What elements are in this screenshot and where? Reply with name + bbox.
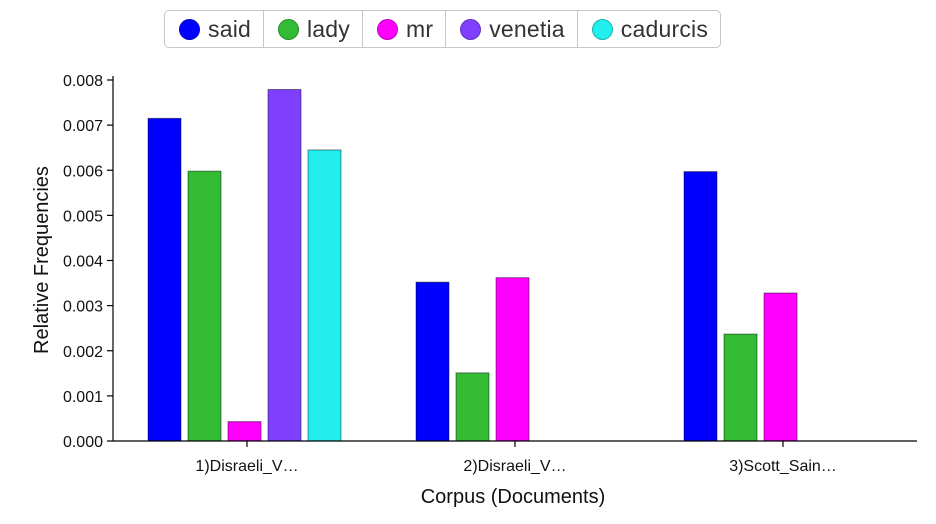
x-axis: 1)Disraeli_V… 2)Disraeli_V… 3)Scott_Sain… xyxy=(113,440,917,475)
legend-item-mr[interactable]: mr xyxy=(363,11,447,47)
bar-mr[interactable] xyxy=(227,421,262,442)
legend-label: lady xyxy=(307,15,350,42)
legend-swatch xyxy=(591,18,613,40)
legend: said lady mr venetia cadurcis xyxy=(164,10,722,48)
bar-venetia[interactable] xyxy=(267,88,302,442)
y-tick-label: 0.000 xyxy=(63,434,103,451)
legend-item-cadurcis[interactable]: cadurcis xyxy=(578,11,720,47)
legend-item-venetia[interactable]: venetia xyxy=(446,11,578,47)
y-tick-label: 0.004 xyxy=(63,254,103,271)
legend-label: said xyxy=(208,15,251,42)
legend-swatch xyxy=(377,18,398,40)
y-axis: 0.000 0.001 0.002 0.003 0.004 0.005 0.006 0.007… xyxy=(63,73,114,451)
bar-said[interactable] xyxy=(147,117,182,442)
y-tick-label: 0.005 xyxy=(63,208,103,225)
y-tick-label: 0.006 xyxy=(63,163,103,180)
y-tick-label: 0.003 xyxy=(63,299,103,316)
legend-item-said[interactable]: said xyxy=(165,11,264,47)
legend-label: mr xyxy=(406,15,434,42)
legend-label: cadurcis xyxy=(620,15,709,42)
bar-said[interactable] xyxy=(683,171,718,442)
y-tick-label: 0.007 xyxy=(63,118,103,135)
legend-swatch xyxy=(179,18,200,40)
bar-said[interactable] xyxy=(415,281,450,442)
bar-lady[interactable] xyxy=(455,372,490,442)
bar-lady[interactable] xyxy=(187,170,222,442)
y-tick-label: 0.001 xyxy=(63,389,103,406)
bar-cadurcis[interactable] xyxy=(307,149,342,442)
legend-swatch xyxy=(460,18,482,40)
legend-label: venetia xyxy=(489,15,565,42)
legend-swatch xyxy=(278,18,299,40)
x-tick-label: 3)Scott_Sain… xyxy=(729,458,837,475)
x-tick-label: 1)Disraeli_V… xyxy=(195,458,298,475)
bar-lady[interactable] xyxy=(723,333,758,442)
bars-layer xyxy=(147,88,798,442)
bar-mr[interactable] xyxy=(495,277,530,442)
y-tick-label: 0.002 xyxy=(63,344,103,361)
bar-mr[interactable] xyxy=(763,292,798,442)
y-tick-label: 0.008 xyxy=(63,73,103,90)
x-axis-title: Corpus (Documents) xyxy=(421,486,606,508)
y-axis-title: Relative Frequencies xyxy=(31,166,53,354)
x-tick-label: 2)Disraeli_V… xyxy=(463,458,566,475)
legend-item-lady[interactable]: lady xyxy=(264,11,363,47)
